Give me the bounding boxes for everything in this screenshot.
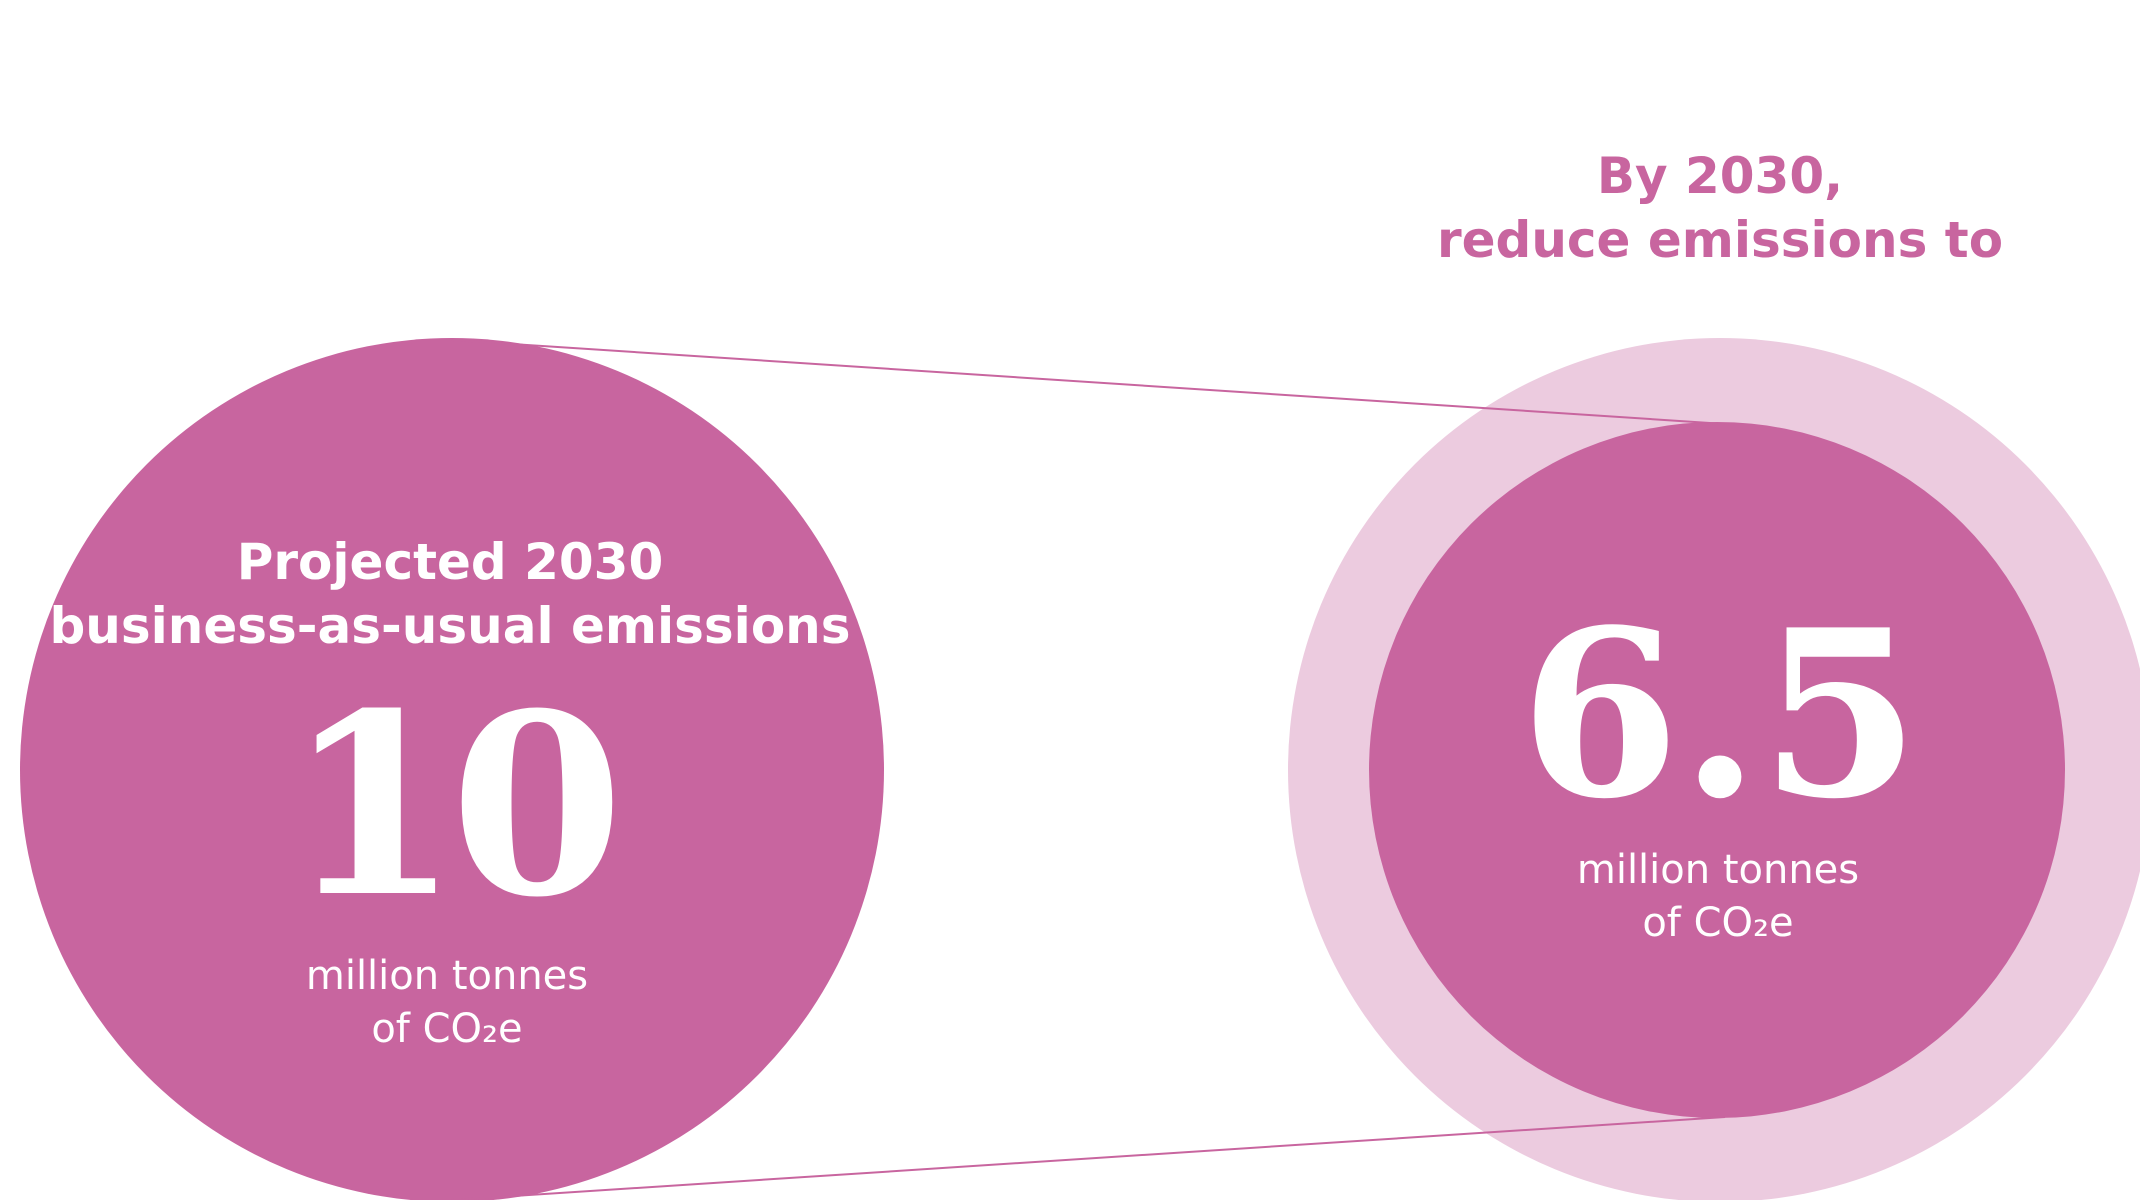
connector-top-line: [451, 339, 1726, 425]
projected-value: 10: [286, 658, 624, 952]
reduced-unit: million tonnes of CO₂e: [1518, 844, 1918, 950]
reduced-unit-line2: of CO₂e: [1642, 900, 1794, 946]
reduced-value: 6.5: [1519, 580, 1921, 850]
projected-circle: [20, 338, 884, 1200]
projected-heading-line1: Projected 2030: [236, 533, 664, 591]
reduced-unit-line1: million tonnes: [1576, 847, 1860, 893]
projected-heading-line2: business-as-usual emissions: [49, 597, 851, 655]
target-heading-line1: By 2030,: [1596, 147, 1844, 205]
connector-bottom-line: [451, 1116, 1726, 1200]
projected-unit-line2: of CO₂e: [371, 1006, 523, 1052]
reduced-circle: [1369, 422, 2065, 1118]
projected-unit: million tonnes of CO₂e: [247, 950, 647, 1056]
target-heading: By 2030, reduce emissions to: [1420, 144, 2020, 272]
projected-heading: Projected 2030 business-as-usual emissio…: [40, 530, 860, 658]
projected-unit-line1: million tonnes: [305, 953, 589, 999]
target-heading-line2: reduce emissions to: [1436, 211, 2004, 269]
